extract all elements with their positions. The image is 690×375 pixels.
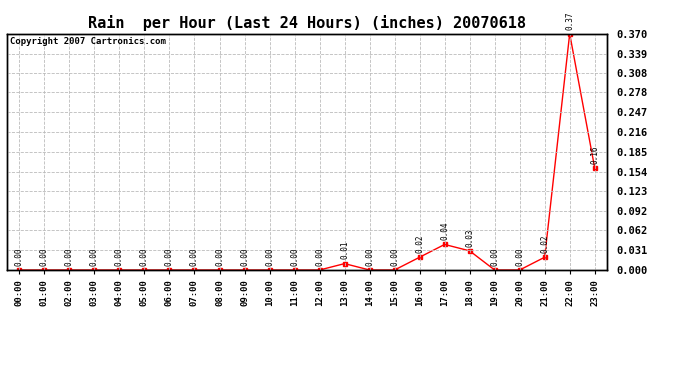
Text: 0.00: 0.00 (265, 248, 274, 266)
Text: 0.00: 0.00 (215, 248, 224, 266)
Text: 0.00: 0.00 (365, 248, 374, 266)
Text: 0.16: 0.16 (590, 145, 599, 164)
Text: 0.00: 0.00 (490, 248, 499, 266)
Text: 0.00: 0.00 (190, 248, 199, 266)
Text: 0.01: 0.01 (340, 241, 349, 260)
Text: 0.00: 0.00 (390, 248, 399, 266)
Text: 0.00: 0.00 (140, 248, 149, 266)
Text: 0.37: 0.37 (565, 11, 574, 30)
Text: 0.00: 0.00 (240, 248, 249, 266)
Text: 0.00: 0.00 (515, 248, 524, 266)
Text: 0.02: 0.02 (415, 235, 424, 253)
Title: Rain  per Hour (Last 24 Hours) (inches) 20070618: Rain per Hour (Last 24 Hours) (inches) 2… (88, 15, 526, 31)
Text: 0.00: 0.00 (315, 248, 324, 266)
Text: 0.02: 0.02 (540, 235, 549, 253)
Text: 0.03: 0.03 (465, 228, 474, 247)
Text: 0.00: 0.00 (290, 248, 299, 266)
Text: Copyright 2007 Cartronics.com: Copyright 2007 Cartronics.com (10, 37, 166, 46)
Text: 0.04: 0.04 (440, 222, 449, 240)
Text: 0.00: 0.00 (40, 248, 49, 266)
Text: 0.00: 0.00 (65, 248, 74, 266)
Text: 0.00: 0.00 (165, 248, 174, 266)
Text: 0.00: 0.00 (15, 248, 24, 266)
Text: 0.00: 0.00 (115, 248, 124, 266)
Text: 0.00: 0.00 (90, 248, 99, 266)
